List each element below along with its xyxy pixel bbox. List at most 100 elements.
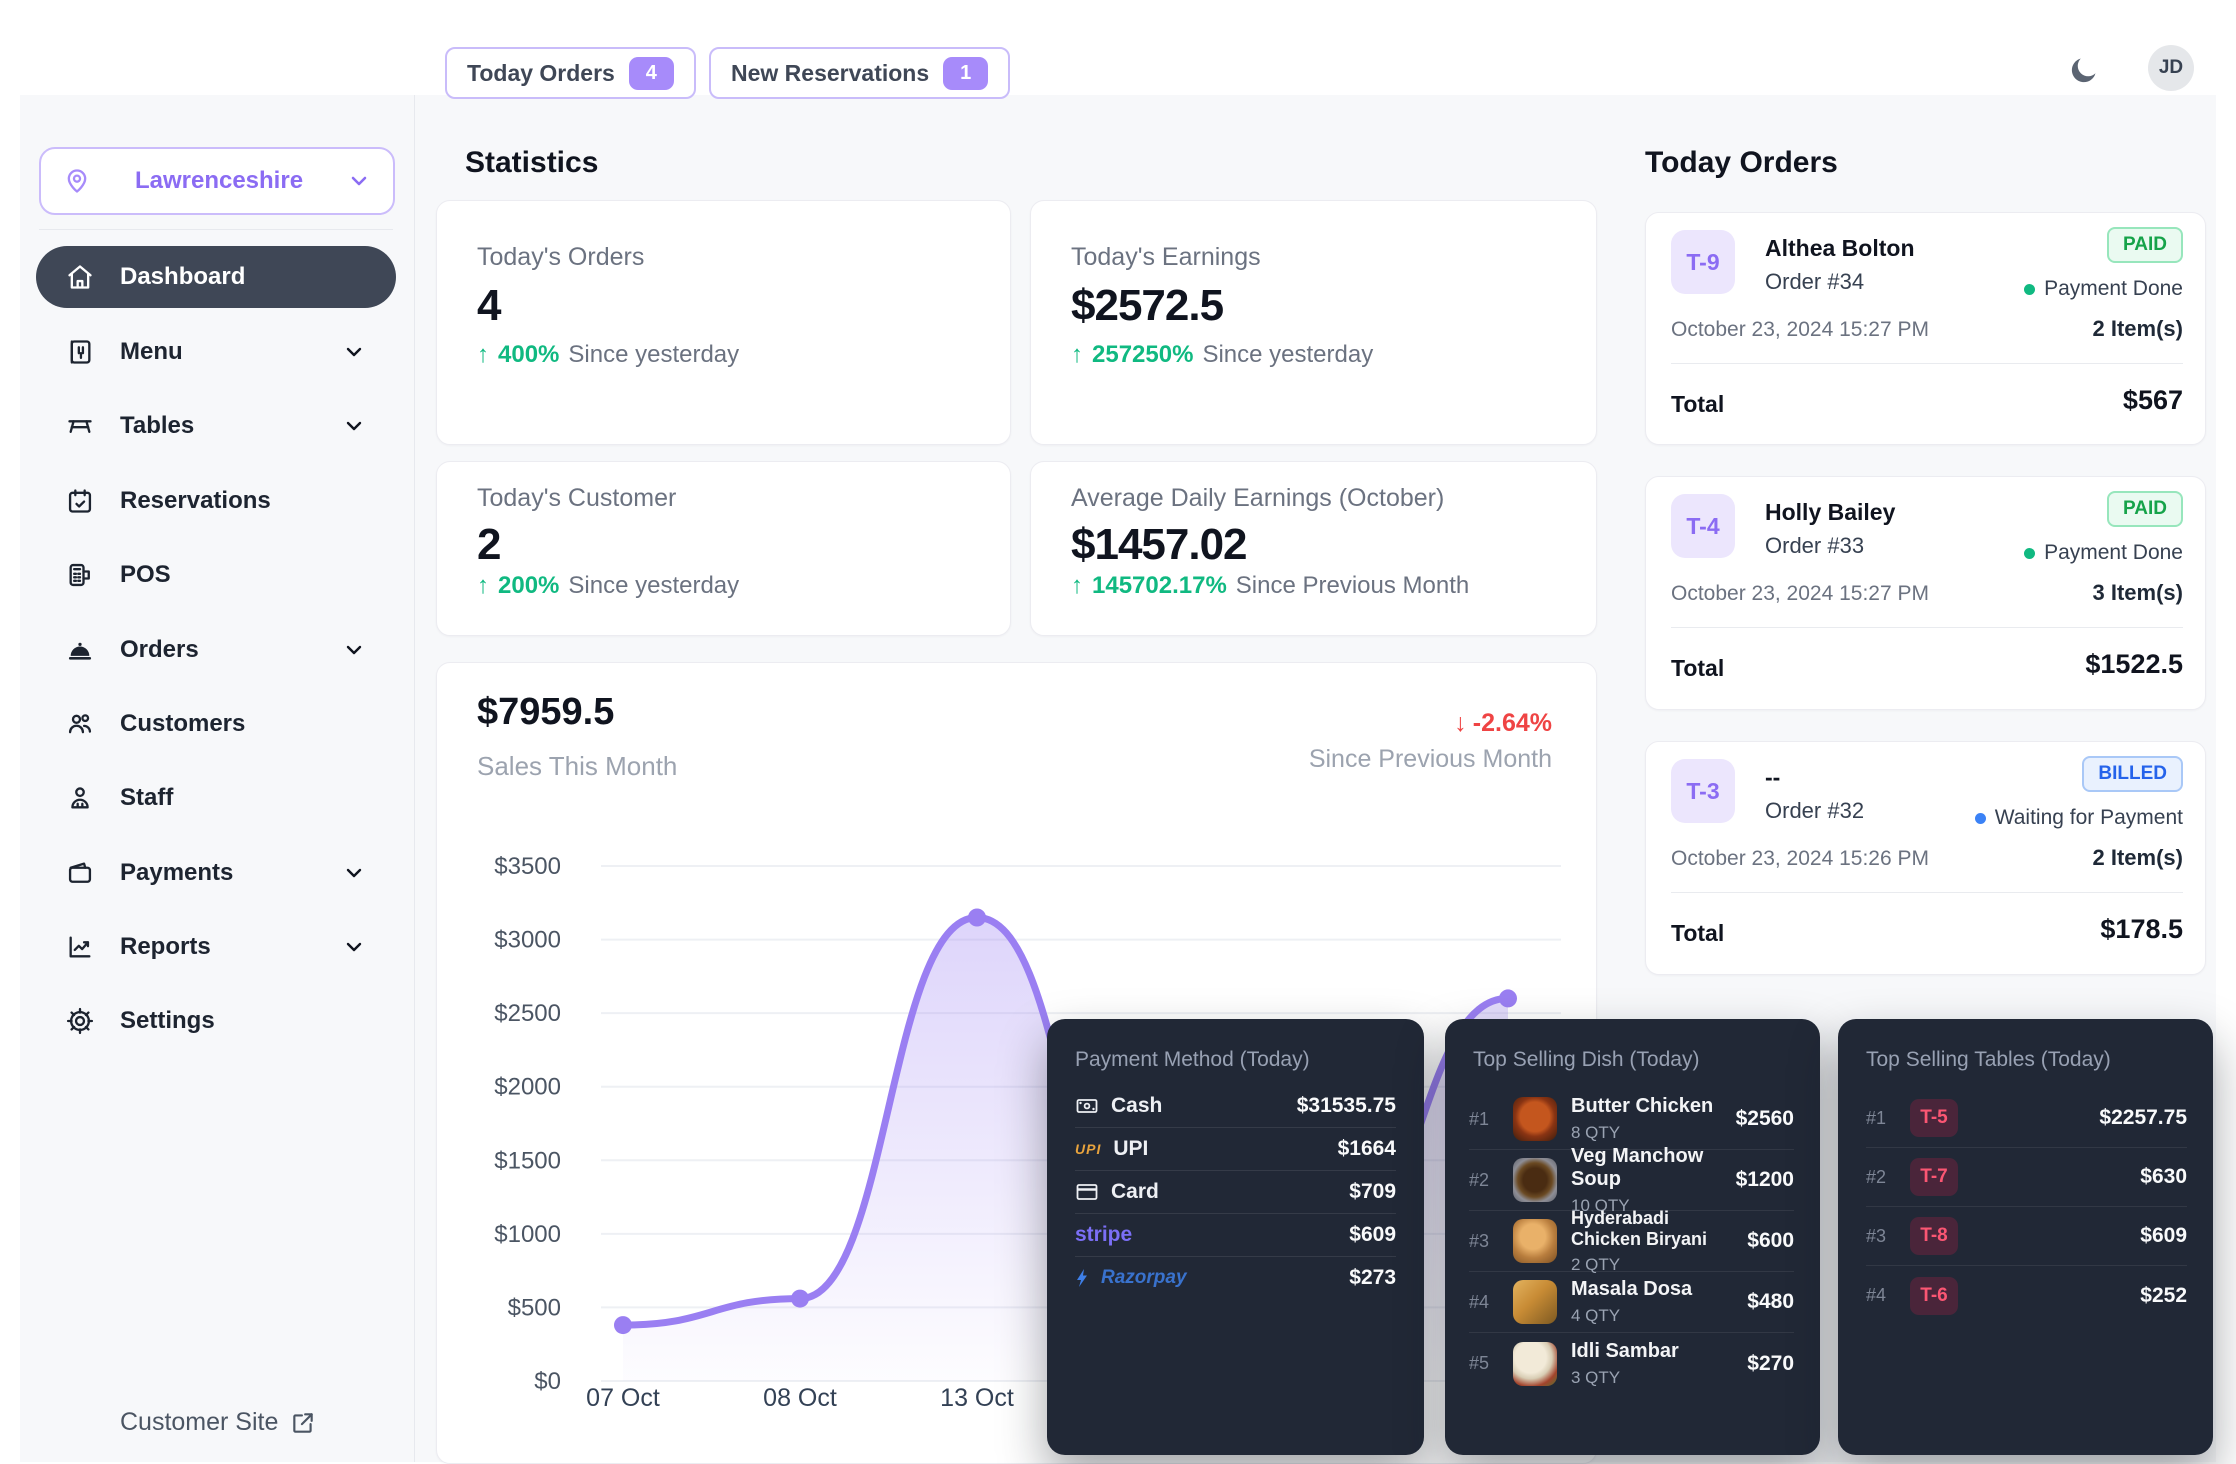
calendar-check-icon	[66, 487, 94, 515]
order-date: October 23, 2024 15:26 PM	[1671, 847, 1929, 870]
today-orders-title: Today Orders	[1645, 146, 1838, 179]
stat-value: $2572.5	[1071, 281, 1224, 330]
users-icon	[66, 710, 94, 738]
order-number: Order #33	[1765, 533, 1865, 558]
sales-change-period: Since Previous Month	[1308, 745, 1552, 773]
sales-total: $7959.5	[477, 691, 615, 733]
sidebar-item-reports[interactable]: Reports	[36, 919, 396, 975]
sidebar-item-settings[interactable]: Settings	[36, 993, 396, 1049]
sidebar-item-staff[interactable]: Staff	[36, 770, 396, 826]
external-link-icon	[290, 1410, 316, 1436]
status-badge: PAID	[2107, 227, 2183, 263]
pos-terminal-icon	[66, 561, 94, 589]
order-card[interactable]: T-3 -- Order #32 BILLED Waiting for Paym…	[1645, 741, 2206, 975]
wallet-icon	[66, 859, 94, 887]
payment-amount: $1664	[1337, 1137, 1396, 1160]
payment-row: Razorpay $273	[1075, 1257, 1396, 1299]
order-date: October 23, 2024 15:27 PM	[1671, 318, 1929, 341]
payment-amount: $273	[1349, 1266, 1396, 1289]
dark-mode-toggle[interactable]	[2062, 48, 2106, 92]
stat-value: 2	[477, 520, 502, 569]
customer-name: --	[1765, 764, 1781, 790]
svg-text:08 Oct: 08 Oct	[763, 1384, 837, 1412]
table-row: #3 T-8 $609	[1866, 1207, 2187, 1266]
payment-amount: $609	[1349, 1223, 1396, 1246]
user-avatar[interactable]: JD	[2148, 45, 2194, 91]
stat-change: ↑ 400% Since yesterday	[477, 341, 739, 369]
sidebar-item-menu[interactable]: Menu	[36, 324, 396, 380]
sidebar-item-customers[interactable]: Customers	[36, 696, 396, 752]
order-items-count: 2 Item(s)	[2092, 316, 2183, 341]
payment-amount: $709	[1349, 1180, 1396, 1203]
new-reservations-button[interactable]: New Reservations 1	[709, 47, 1011, 99]
dish-row: #2 Veg Manchow Soup 10 QTY $1200	[1469, 1144, 1794, 1215]
svg-text:$3500: $3500	[494, 853, 561, 880]
table-amount: $630	[2140, 1165, 2187, 1188]
dish-amount: $480	[1747, 1290, 1794, 1313]
table-row: #2 T-7 $630	[1866, 1148, 2187, 1207]
payment-row: stripe $609	[1075, 1214, 1396, 1257]
svg-text:$3000: $3000	[494, 927, 561, 954]
person-icon	[66, 784, 94, 812]
customer-site-link[interactable]: Customer Site	[120, 1408, 316, 1437]
stat-label: Today's Earnings	[1071, 243, 1261, 271]
sidebar-item-reservations[interactable]: Reservations	[36, 473, 396, 529]
customer-name: Althea Bolton	[1765, 235, 1915, 261]
stat-card-todays-earnings: Today's Earnings $2572.5 ↑ 257250% Since…	[1030, 200, 1597, 445]
svg-text:07 Oct: 07 Oct	[586, 1384, 660, 1412]
chevron-down-icon	[342, 638, 366, 662]
stat-label: Average Daily Earnings (October)	[1071, 484, 1445, 512]
top-selling-dish-panel: Top Selling Dish (Today) #1 Butter Chick…	[1445, 1019, 1820, 1455]
sidebar-item-orders[interactable]: Orders	[36, 622, 396, 678]
cash-icon	[1075, 1094, 1099, 1118]
sidebar-item-payments[interactable]: Payments	[36, 845, 396, 901]
divider	[1671, 627, 2183, 628]
table-badge: T-8	[1910, 1217, 1958, 1255]
svg-text:$1000: $1000	[494, 1221, 561, 1248]
stat-change-period: Since Previous Month	[1235, 572, 1470, 599]
up-arrow-icon: ↑	[477, 572, 489, 599]
dish-image	[1513, 1280, 1557, 1324]
payment-status-note: Waiting for Payment	[1974, 806, 2183, 830]
sidebar-item-label: Reports	[120, 933, 211, 960]
down-arrow-icon: ↓	[1454, 709, 1467, 737]
table-amount: $609	[2140, 1224, 2187, 1247]
order-card[interactable]: T-9 Althea Bolton Order #34 PAID Payment…	[1645, 212, 2206, 445]
svg-text:$500: $500	[508, 1294, 561, 1321]
location-selector[interactable]: Lawrenceshire	[39, 147, 395, 215]
payment-amount: $31535.75	[1296, 1094, 1396, 1117]
total-label: Total	[1671, 391, 1725, 417]
panel-title: Top Selling Tables (Today)	[1866, 1048, 2111, 1071]
dish-row: #1 Butter Chicken 8 QTY $2560	[1469, 1089, 1794, 1150]
divider	[1671, 363, 2183, 364]
razorpay-logo: Razorpay	[1101, 1267, 1187, 1288]
svg-text:$2500: $2500	[494, 1000, 561, 1027]
avatar-initials: JD	[2158, 57, 2184, 78]
svg-text:13 Oct: 13 Oct	[940, 1384, 1014, 1412]
sidebar-item-tables[interactable]: Tables	[36, 398, 396, 454]
total-value: $567	[2122, 385, 2183, 415]
table-badge: T-5	[1910, 1099, 1958, 1137]
chevron-down-icon	[342, 935, 366, 959]
order-number: Order #32	[1765, 798, 1865, 823]
sidebar-item-label: Customers	[120, 710, 246, 737]
today-orders-button[interactable]: Today Orders 4	[445, 47, 696, 99]
customer-name: Holly Bailey	[1765, 499, 1896, 525]
sidebar-item-dashboard[interactable]: Dashboard	[36, 246, 396, 308]
order-card[interactable]: T-4 Holly Bailey Order #33 PAID Payment …	[1645, 476, 2206, 710]
dish-amount: $270	[1747, 1351, 1794, 1375]
payment-row: UPI UPI $1664	[1075, 1128, 1396, 1171]
svg-text:$2000: $2000	[494, 1074, 561, 1101]
sidebar-item-pos[interactable]: POS	[36, 547, 396, 603]
credit-card-icon	[1075, 1180, 1099, 1204]
stat-change-pct: 257250%	[1092, 341, 1194, 368]
table-badge: T-4	[1671, 494, 1735, 558]
gear-icon	[66, 1007, 94, 1035]
sidebar-item-label: Settings	[120, 1007, 215, 1034]
menu-book-icon	[66, 338, 94, 366]
status-badge: PAID	[2107, 491, 2183, 527]
sidebar-item-label: Staff	[120, 784, 174, 811]
order-date: October 23, 2024 15:27 PM	[1671, 582, 1929, 605]
up-arrow-icon: ↑	[1071, 572, 1083, 599]
stat-change-period: Since yesterday	[568, 572, 740, 599]
